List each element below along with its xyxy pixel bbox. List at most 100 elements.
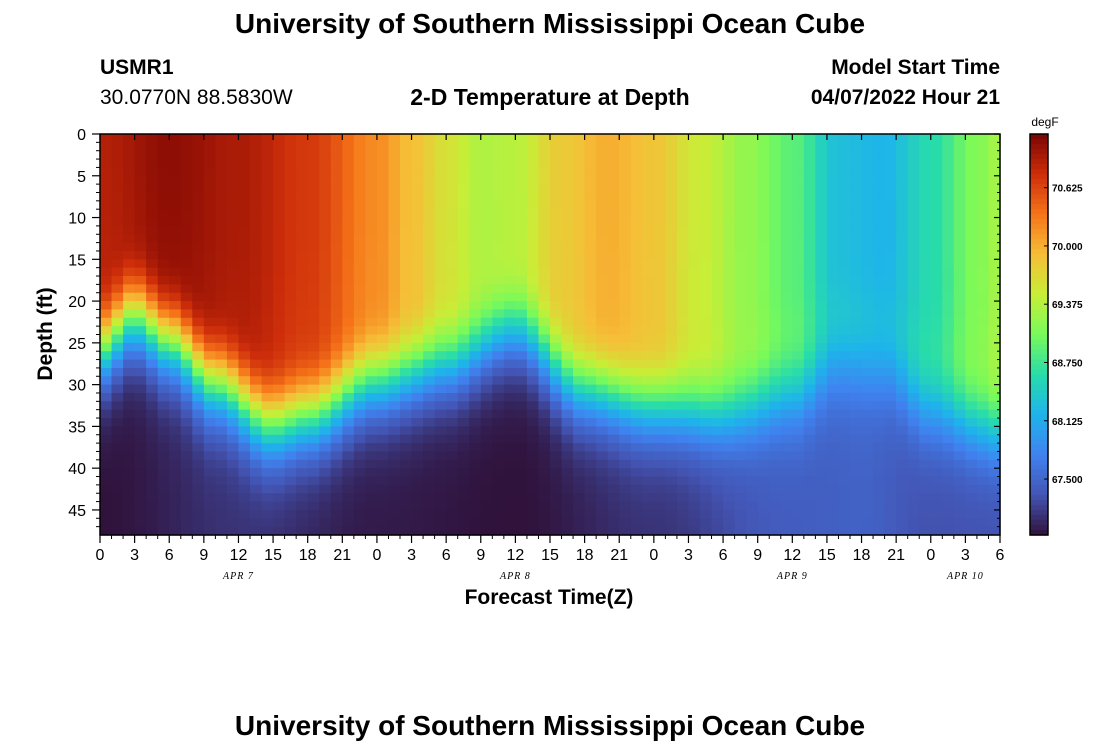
heatmap-cell <box>526 351 540 361</box>
heatmap-cell <box>896 451 909 461</box>
heatmap-cell <box>492 301 505 311</box>
heatmap-cell <box>907 509 920 519</box>
heatmap-cell <box>538 526 551 536</box>
heatmap-cell <box>630 392 643 402</box>
heatmap-cell <box>515 250 528 260</box>
heatmap-cell <box>503 493 516 503</box>
heatmap-cell <box>342 501 355 511</box>
heatmap-cell <box>307 493 320 503</box>
heatmap-cell <box>919 443 932 453</box>
heatmap-cell <box>757 134 770 143</box>
heatmap-cell <box>307 384 320 394</box>
heatmap-cell <box>215 392 228 402</box>
heatmap-cell <box>965 209 978 219</box>
heatmap-cell <box>480 317 493 327</box>
heatmap-cell <box>561 451 574 461</box>
heatmap-cell <box>676 359 690 369</box>
heatmap-cell <box>619 401 632 411</box>
heatmap-cell <box>826 501 840 511</box>
heatmap-cell <box>284 526 297 536</box>
heatmap-cell <box>307 334 320 344</box>
heatmap-cell <box>711 167 724 177</box>
heatmap-cell <box>250 418 263 427</box>
heatmap-cell <box>284 359 297 369</box>
heatmap-cell <box>642 309 655 319</box>
heatmap-cell <box>342 200 355 210</box>
colorbar-segment <box>1030 479 1048 486</box>
heatmap-cell <box>469 334 482 344</box>
heatmap-cell <box>792 409 805 419</box>
heatmap-cell <box>988 484 1001 494</box>
heatmap-cell <box>815 409 828 419</box>
heatmap-cell <box>896 142 909 152</box>
heatmap-cell <box>619 184 632 194</box>
heatmap-cell <box>342 134 355 143</box>
colorbar-segment <box>1030 489 1048 496</box>
heatmap-cell <box>296 142 309 152</box>
heatmap-cell <box>492 518 505 528</box>
heatmap-cell <box>446 242 459 252</box>
heatmap-cell <box>953 468 966 478</box>
heatmap-cell <box>757 484 770 494</box>
heatmap-cell <box>388 501 401 511</box>
heatmap-cell <box>134 326 147 336</box>
heatmap-cell <box>492 292 505 302</box>
heatmap-cell <box>296 326 309 336</box>
heatmap-cell <box>573 292 586 302</box>
heatmap-cell <box>307 301 320 311</box>
heatmap-cell <box>100 167 113 177</box>
heatmap-cell <box>330 167 343 177</box>
heatmap-cell <box>330 150 343 160</box>
heatmap-cell <box>157 217 170 227</box>
colorbar-segment <box>1030 509 1048 516</box>
colorbar-segment <box>1030 154 1048 160</box>
heatmap-cell <box>423 451 436 461</box>
heatmap-cell <box>573 242 586 252</box>
heatmap-cell <box>192 409 205 419</box>
heatmap-cell <box>376 309 390 319</box>
heatmap-cell <box>607 284 620 294</box>
heatmap-cell <box>157 317 170 327</box>
heatmap-cell <box>492 276 505 285</box>
heatmap-cell <box>446 476 459 486</box>
heatmap-cell <box>630 342 643 352</box>
heatmap-cell <box>711 484 724 494</box>
heatmap-cell <box>561 526 574 536</box>
heatmap-cell <box>930 451 943 461</box>
heatmap-cell <box>665 142 678 152</box>
heatmap-cell <box>976 267 990 277</box>
heatmap-cell <box>180 317 193 327</box>
heatmap-cell <box>469 409 482 419</box>
heatmap-cell <box>550 509 563 519</box>
heatmap-cell <box>480 351 493 361</box>
heatmap-cell <box>561 434 574 444</box>
heatmap-cell <box>457 342 470 352</box>
heatmap-cell <box>653 292 666 302</box>
y-tick-label: 35 <box>68 419 86 436</box>
heatmap-cell <box>838 418 851 427</box>
heatmap-cell <box>319 401 332 411</box>
heatmap-cell <box>319 167 332 177</box>
heatmap-cell <box>907 384 920 394</box>
heatmap-cell <box>296 276 309 285</box>
heatmap-cell <box>134 493 147 503</box>
heatmap-cell <box>653 509 666 519</box>
heatmap-cell <box>607 217 620 227</box>
heatmap-cell <box>342 167 355 177</box>
heatmap-cell <box>873 200 886 210</box>
heatmap-cell <box>907 468 920 478</box>
heatmap-cell <box>365 468 378 478</box>
heatmap-cell <box>134 359 147 369</box>
heatmap-cell <box>423 384 436 394</box>
heatmap-cell <box>665 134 678 143</box>
heatmap-cell <box>630 409 643 419</box>
heatmap-cell <box>365 301 378 311</box>
heatmap-cell <box>388 234 401 244</box>
colorbar-segment <box>1030 419 1048 426</box>
heatmap-cell <box>642 225 655 235</box>
heatmap-cell <box>711 217 724 227</box>
heatmap-cell <box>284 509 297 519</box>
heatmap-cell <box>769 443 782 453</box>
heatmap-cell <box>965 134 978 143</box>
heatmap-cell <box>353 384 366 394</box>
